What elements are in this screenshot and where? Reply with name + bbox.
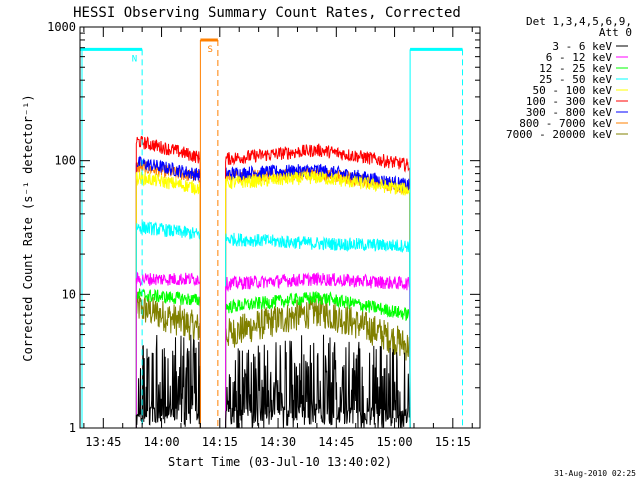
series-line-50-100-kev-seg1	[135, 171, 201, 429]
series-line-50-100-kev-seg2	[225, 170, 411, 429]
legend-label-12-25-kev: 12 - 25 keV	[539, 62, 612, 75]
legend-label-300-800-kev: 300 - 800 keV	[526, 106, 612, 119]
y-axis-label: Corrected Count Rate (s⁻¹ detector⁻¹)	[21, 94, 35, 361]
legend-label-50-100-kev: 50 - 100 keV	[533, 84, 613, 97]
legend-header-attenuator: Att 0	[599, 26, 632, 39]
footer-date: 31-Aug-2010 02:25	[554, 469, 636, 478]
legend-label-7000-20000-kev: 7000 - 20000 keV	[506, 128, 612, 141]
axes: 1 10 100 1000 13:45 14:00 14:15 14:30 14:45 15:00…	[47, 20, 481, 449]
plot-area: NS	[80, 38, 464, 429]
series-line-100-300-kev-seg1	[135, 135, 201, 429]
series-line-12-25-kev-seg2	[225, 290, 411, 429]
y-tick-label-1: 1	[69, 421, 76, 435]
x-tick-label-1515: 15:15	[435, 435, 471, 449]
series-line-25-50-kev-seg1	[135, 221, 201, 429]
series-line-100-300-kev-seg2	[225, 143, 411, 429]
x-tick-label-1430: 14:30	[260, 435, 296, 449]
x-tick-label-1400: 14:00	[143, 435, 179, 449]
legend-label-6-12-kev: 6 - 12 keV	[546, 51, 613, 64]
x-tick-label-1445: 14:45	[318, 435, 354, 449]
x-tick-label-1345: 13:45	[85, 435, 121, 449]
chart-title: HESSI Observing Summary Count Rates, Cor…	[73, 5, 461, 21]
y-tick-label-10: 10	[62, 287, 76, 301]
legend-label-25-50-kev: 25 - 50 keV	[539, 73, 612, 86]
series-line-300-800-kev-seg1	[135, 155, 201, 429]
legend-label-100-300-kev: 100 - 300 keV	[526, 95, 612, 108]
series-line-7000-20000-kev-seg1	[135, 291, 201, 429]
flag-label-s: S	[207, 45, 212, 55]
y-tick-label-100: 100	[54, 154, 76, 168]
legend-label-3-6-kev: 3 - 6 keV	[552, 40, 612, 53]
series-line-6-12-kev-seg1	[135, 271, 201, 429]
x-axis-label: Start Time (03-Jul-10 13:40:02)	[168, 455, 392, 469]
axis-frame	[79, 26, 481, 429]
flag-label-n: N	[132, 54, 137, 64]
series-line-3-6-kev-seg1	[135, 334, 201, 429]
series-line-12-25-kev-seg1	[135, 288, 201, 429]
y-tick-label-1000: 1000	[47, 20, 76, 34]
x-tick-label-1500: 15:00	[377, 435, 413, 449]
series-line-25-50-kev-seg2	[225, 232, 411, 429]
x-tick-label-1415: 14:15	[202, 435, 238, 449]
series-line-6-12-kev-seg2	[225, 272, 411, 429]
legend-label-800-7000-kev: 800 - 7000 keV	[519, 117, 612, 130]
series-line-3-6-kev-seg2	[225, 334, 411, 429]
legend-header-detectors: Det 1,3,4,5,6,9,	[526, 15, 632, 28]
series-line-7000-20000-kev-seg2	[225, 295, 411, 429]
